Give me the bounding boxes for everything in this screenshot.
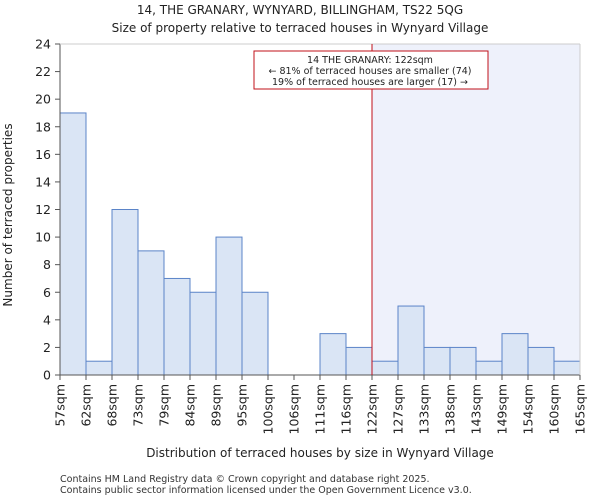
x-tick-label: 133sqm	[417, 384, 432, 434]
x-tick-label: 165sqm	[573, 384, 588, 434]
histogram-bar	[449, 346, 477, 376]
chart-subtitle: Size of property relative to terraced ho…	[111, 21, 489, 35]
y-tick-label: 22	[35, 64, 51, 79]
x-tick-label: 122sqm	[365, 384, 380, 434]
histogram-bar	[345, 346, 373, 376]
x-tick-label: 160sqm	[547, 384, 562, 434]
x-tick-label: 143sqm	[469, 384, 484, 434]
x-tick-label: 106sqm	[287, 384, 302, 434]
x-tick-label: 62sqm	[79, 384, 94, 427]
x-tick-label: 149sqm	[495, 384, 510, 434]
x-tick-label: 68sqm	[105, 384, 120, 427]
histogram-bar	[59, 112, 87, 376]
footer-licence: Contains public sector information licen…	[60, 485, 472, 496]
x-tick-label: 57sqm	[53, 384, 68, 427]
y-tick-label: 20	[35, 92, 51, 107]
y-tick-label: 14	[35, 174, 51, 189]
x-tick-label: 154sqm	[521, 384, 536, 434]
x-tick-label: 127sqm	[391, 384, 406, 434]
histogram-bar	[553, 360, 581, 376]
x-tick-label: 89sqm	[209, 384, 224, 427]
x-tick-label: 95sqm	[235, 384, 250, 427]
histogram-bar	[397, 305, 425, 376]
x-tick-label: 100sqm	[261, 384, 276, 434]
histogram-bar	[475, 360, 503, 376]
x-tick-label: 138sqm	[443, 384, 458, 434]
annotation-line-1: 14 THE GRANARY: 122sqm	[307, 55, 433, 66]
histogram-bar	[137, 250, 165, 376]
annotation-line-3: 19% of terraced houses are larger (17) →	[272, 77, 468, 88]
y-tick-label: 16	[35, 147, 51, 162]
histogram-bar	[85, 360, 113, 376]
y-axis-label: Number of terraced properties	[1, 123, 15, 306]
y-tick-label: 8	[43, 257, 51, 272]
histogram-bar	[501, 333, 529, 376]
y-tick-label: 4	[43, 312, 51, 327]
histogram-bar	[241, 291, 269, 376]
histogram-bar	[319, 333, 347, 376]
x-axis-label: Distribution of terraced houses by size …	[146, 446, 494, 460]
y-tick-label: 0	[43, 368, 51, 383]
histogram-bar	[215, 236, 243, 376]
x-tick-label: 111sqm	[313, 384, 328, 434]
y-tick-label: 6	[43, 285, 51, 300]
footer-copyright: Contains HM Land Registry data © Crown c…	[60, 474, 430, 485]
y-tick-label: 10	[35, 230, 51, 245]
x-tick-label: 79sqm	[157, 384, 172, 427]
annotation-box: 14 THE GRANARY: 122sqm ← 81% of terraced…	[253, 50, 489, 90]
y-tick-label: 2	[43, 340, 51, 355]
histogram-bar	[423, 346, 451, 376]
histogram-bar	[189, 291, 217, 376]
x-tick-label: 73sqm	[131, 384, 146, 427]
histogram-bar	[163, 277, 191, 376]
histogram-bar	[527, 346, 555, 376]
x-tick-label: 84sqm	[183, 384, 198, 427]
x-tick-label: 116sqm	[339, 384, 354, 434]
histogram-bar	[371, 360, 399, 376]
annotation-line-2: ← 81% of terraced houses are smaller (74…	[268, 66, 471, 77]
y-tick-label: 12	[35, 202, 51, 217]
y-tick-label: 18	[35, 119, 51, 134]
histogram-bar	[111, 209, 139, 376]
chart-title: 14, THE GRANARY, WYNYARD, BILLINGHAM, TS…	[136, 3, 464, 17]
y-tick-label: 24	[35, 37, 51, 52]
